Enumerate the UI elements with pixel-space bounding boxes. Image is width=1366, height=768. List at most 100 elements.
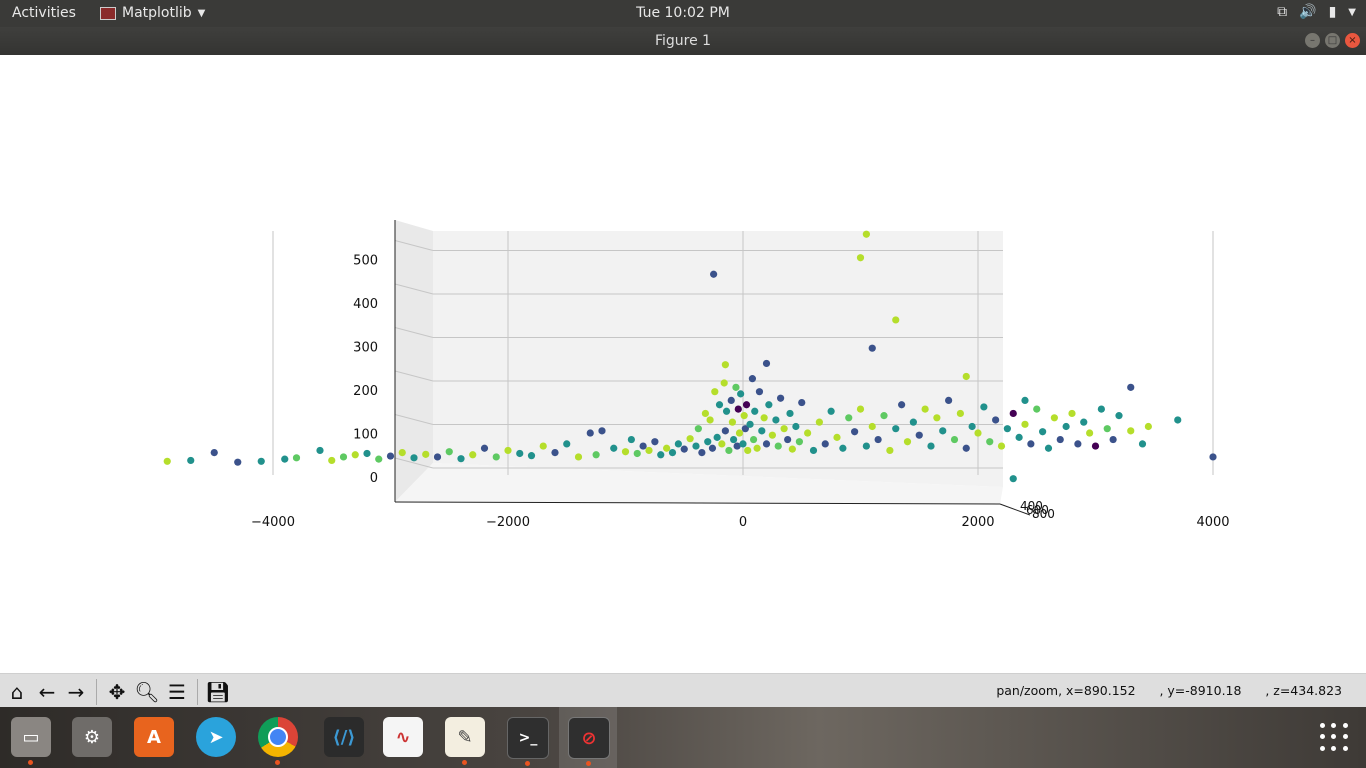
window-titlebar[interactable]: Figure 1 – □ × <box>0 27 1366 55</box>
scatter-point <box>856 254 865 262</box>
scatter-point <box>1109 435 1117 444</box>
scatter-point <box>1080 418 1088 426</box>
scatter-point <box>721 427 729 435</box>
scatter-point <box>433 453 442 461</box>
scatter-point <box>639 442 647 450</box>
scatter-point <box>563 440 571 448</box>
scatter-3d-plot[interactable]: −4000 −2000 0 2000 4000010020030040050040060… <box>0 55 1366 673</box>
z-tick-label: 100 <box>353 428 378 443</box>
vscode-icon[interactable]: ⟨/⟩ <box>324 717 364 757</box>
scatter-point <box>598 427 606 435</box>
app-menu[interactable]: Matplotlib ▼ <box>100 5 205 21</box>
back-icon[interactable]: ← <box>38 680 56 704</box>
text-editor-icon[interactable]: ✎ <box>445 717 485 765</box>
z-tick-label: 500 <box>353 254 378 269</box>
volume-icon[interactable]: 🔊 <box>1299 4 1317 20</box>
scatter-point <box>328 456 336 465</box>
terminal-icon[interactable]: >_ <box>507 717 549 766</box>
scatter-point <box>786 409 794 418</box>
scatter-point <box>868 422 876 431</box>
scatter-point <box>880 412 888 420</box>
scatter-point <box>1086 429 1094 437</box>
scatter-point <box>956 409 964 418</box>
scatter-point <box>1044 444 1053 452</box>
scatter-point <box>1015 433 1023 441</box>
scatter-point <box>915 431 923 439</box>
scatter-point <box>751 407 759 415</box>
scatter-point <box>316 446 324 455</box>
forward-icon[interactable]: → <box>67 680 85 704</box>
cursor-coordinates: pan/zoom, x=890.152 , y=-8910.18 , z=434… <box>996 683 1342 698</box>
scatter-point <box>1021 420 1029 428</box>
scatter-point <box>668 449 677 457</box>
y-tick-label: 600 <box>1026 503 1049 517</box>
scatter-point <box>851 428 859 436</box>
scatter-point <box>651 438 659 446</box>
scatter-point <box>706 416 714 424</box>
telegram-icon[interactable]: ➤ <box>196 717 236 757</box>
scatter-point <box>692 442 700 450</box>
z-tick-label: 0 <box>370 471 378 486</box>
figure-canvas[interactable]: −4000 −2000 0 2000 4000 0 100 200 300 400 500 400 60… <box>0 55 1366 673</box>
app-menu-label: Matplotlib <box>122 5 192 21</box>
scatter-point <box>821 440 829 448</box>
scatter-point <box>710 270 718 278</box>
activities-button[interactable]: Activities <box>12 5 76 21</box>
configure-subplots-icon[interactable]: ☰ <box>168 680 186 704</box>
chevron-down-icon[interactable]: ▼ <box>1348 7 1356 18</box>
clock-label[interactable]: Tue 10:02 PM <box>636 5 730 21</box>
y-tick-label: 800 <box>1032 507 1055 521</box>
scatter-point <box>772 416 780 424</box>
scatter-point <box>746 420 754 428</box>
save-icon[interactable]: 💾︎ <box>205 680 231 704</box>
scatter-point <box>492 453 500 461</box>
scatter-point <box>234 458 242 466</box>
scatter-point <box>1009 409 1017 418</box>
back-pane <box>433 231 1003 487</box>
files-icon[interactable]: ▭ <box>11 717 51 765</box>
scatter-point <box>187 456 195 465</box>
maximize-button[interactable]: □ <box>1325 33 1340 48</box>
home-icon[interactable]: ⌂ <box>10 680 24 704</box>
chrome-icon[interactable] <box>258 717 298 765</box>
x-tick-label: 4000 <box>1196 515 1229 530</box>
scatter-point <box>351 451 359 459</box>
close-button[interactable]: × <box>1345 33 1360 48</box>
scatter-point <box>795 438 804 446</box>
settings-icon[interactable]: ⚙ <box>72 717 112 757</box>
scatter-point <box>774 442 782 450</box>
navigation-toolbar: ⌂ ← → ✥ 🔍︎ ☰ 💾︎ pan/zoom, x=890.152 , y=… <box>0 673 1366 708</box>
scatter-point <box>784 435 792 444</box>
scatter-point <box>886 446 894 455</box>
scatter-point <box>962 372 970 381</box>
z-tick-label: 300 <box>353 341 378 356</box>
matplotlib-figure-icon[interactable]: ⊘ <box>568 717 610 766</box>
software-center-icon[interactable]: A <box>134 717 174 757</box>
system-tray[interactable]: ⧉ 🔊 ▮ ▼ <box>1277 4 1356 20</box>
scatter-point <box>748 375 757 383</box>
minimize-button[interactable]: – <box>1305 33 1320 48</box>
coord-x: pan/zoom, x=890.152 <box>996 683 1136 698</box>
scatter-point <box>627 435 635 444</box>
scatter-point <box>663 444 671 452</box>
scatter-point <box>586 429 594 437</box>
scatter-point <box>694 425 702 433</box>
scatter-point <box>921 405 929 413</box>
scatter-point <box>737 390 745 398</box>
scatter-point <box>997 442 1006 450</box>
network-icon[interactable]: ⧉ <box>1277 4 1288 20</box>
pan-icon[interactable]: ✥ <box>108 680 126 704</box>
battery-icon[interactable]: ▮ <box>1328 4 1337 20</box>
zoom-icon[interactable]: 🔍︎ <box>134 680 160 704</box>
scatter-point <box>980 403 988 411</box>
scatter-point <box>721 361 729 369</box>
scatter-point <box>422 450 430 458</box>
scatter-point <box>720 379 728 387</box>
scatter-point <box>740 412 748 420</box>
scatter-point <box>734 405 742 413</box>
show-applications-icon[interactable] <box>1320 723 1350 753</box>
document-viewer-icon[interactable]: ∿ <box>383 717 423 757</box>
scatter-point <box>874 435 882 444</box>
y-tick-label: 400 <box>1020 499 1043 513</box>
scatter-point <box>804 429 812 437</box>
